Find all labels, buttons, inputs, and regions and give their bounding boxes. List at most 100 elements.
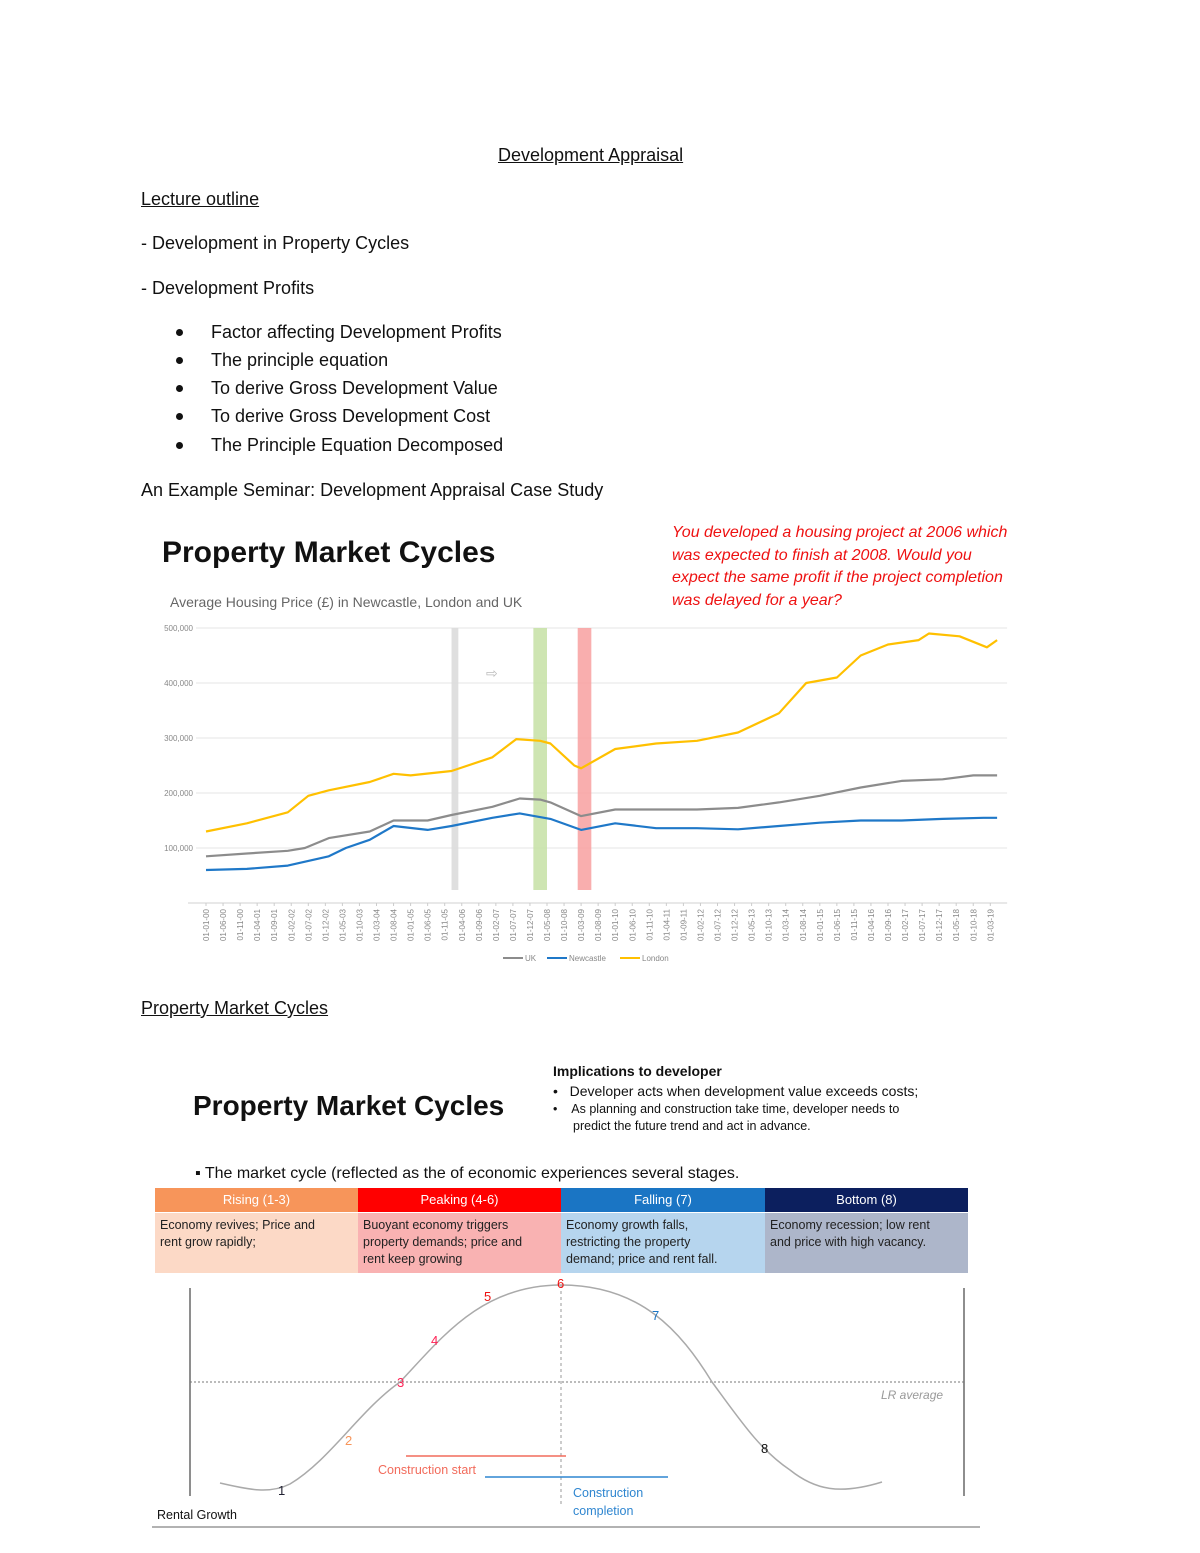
construction-completion-label: Construction — [573, 1486, 643, 1500]
x-tick-label: 01-01-00 — [202, 908, 211, 941]
bullet-text: Factor affecting Development Profits — [211, 322, 502, 342]
outline-heading: Lecture outline — [141, 189, 260, 209]
question-line: was expected to finish at 2008. Would yo… — [672, 546, 972, 564]
x-tick-label: 01-11-00 — [236, 908, 245, 940]
stage-header-falling: Falling (7) — [561, 1188, 765, 1212]
y-tick-label: 500,000 — [164, 624, 193, 633]
chart-title: Average Housing Price (£) in Newcastle, … — [170, 594, 523, 610]
construction-start-label: Construction start — [378, 1463, 476, 1477]
point-label: 8 — [761, 1441, 768, 1456]
x-tick-label: 01-06-05 — [424, 908, 433, 941]
market-cycle-intro: ▪ The market cycle (reflected as the of … — [195, 1165, 740, 1182]
x-tick-label: 01-06-15 — [833, 908, 842, 941]
x-tick-label: 01-05-03 — [338, 908, 347, 941]
point-label: 7 — [652, 1308, 659, 1323]
x-tick-label: 01-01-15 — [816, 908, 825, 941]
outline-item: - Development Profits — [141, 278, 315, 298]
x-tick-label: 01-02-12 — [696, 908, 705, 941]
x-tick-label: 01-09-16 — [884, 908, 893, 941]
x-tick-label: 01-04-11 — [662, 908, 671, 940]
x-tick-label: 01-05-08 — [543, 908, 552, 941]
series-line-uk — [205, 774, 998, 858]
highlight-band — [533, 628, 547, 890]
desc-line: Economy revives; Price and — [160, 1218, 315, 1232]
case-question: You developed a housing project at 2006 … — [672, 522, 1007, 612]
implication-text: Developer acts when development value ex… — [569, 1083, 919, 1099]
x-tick-label: 01-07-17 — [918, 908, 927, 941]
x-tick-label: 01-03-19 — [986, 908, 995, 941]
highlight-band — [577, 628, 592, 890]
x-tick-label: 01-02-07 — [492, 908, 501, 941]
x-tick-label: 01-12-12 — [731, 908, 740, 941]
x-tick-label: 01-09-01 — [270, 908, 279, 941]
question-line: expect the same profit if the project co… — [672, 569, 1003, 586]
x-tick-label: 01-04-06 — [458, 908, 467, 941]
section2-heading: Property Market Cycles — [141, 998, 329, 1018]
x-tick-label: 01-03-09 — [577, 908, 586, 941]
x-tick-label: 01-02-02 — [287, 908, 296, 941]
stage-desc-peaking: Buoyant economy triggers property demands… — [358, 1213, 561, 1273]
y-tick-label: 300,000 — [164, 734, 193, 743]
bullet-text: To derive Gross Development Value — [211, 378, 498, 398]
x-tick-label: 01-11-05 — [441, 908, 450, 940]
x-tick-label: 01-11-10 — [645, 908, 654, 940]
x-tick-label: 01-08-09 — [594, 908, 603, 941]
y-tick-label: 100,000 — [164, 844, 193, 853]
rental-growth-curve — [219, 1284, 883, 1491]
stage-header-bottom: Bottom (8) — [765, 1188, 968, 1212]
x-tick-label: 01-09-11 — [679, 908, 688, 940]
desc-line: and price with high vacancy. — [770, 1235, 927, 1249]
x-tick-label: 01-03-14 — [782, 908, 791, 941]
housing-price-chart: 100,000 200,000 300,000 400,000 500,000 ⇨ 01-0… — [164, 624, 1008, 963]
x-tick-label: 01-12-17 — [935, 908, 944, 941]
question-line: was delayed for a year? — [672, 591, 842, 609]
right-arrow-icon: ⇨ — [486, 665, 498, 681]
lr-average-label: LR average — [881, 1388, 943, 1402]
desc-line: restricting the property — [566, 1235, 691, 1249]
x-tick-label: 01-05-13 — [748, 908, 757, 941]
desc-line: Economy growth falls, — [566, 1218, 689, 1232]
x-tick-label: 01-01-05 — [407, 908, 416, 941]
x-tick-label: 01-10-13 — [765, 908, 774, 941]
point-label: 6 — [557, 1276, 564, 1291]
desc-line: Economy recession; low rent — [770, 1218, 930, 1232]
stage-desc-falling: Economy growth falls, restricting the pro… — [561, 1213, 765, 1273]
x-tick-label: 01-11-15 — [850, 908, 859, 940]
implication-text: predict the future trend and act in adva… — [573, 1119, 811, 1133]
construction-completion-label: completion — [573, 1504, 633, 1518]
legend-label: Newcastle — [569, 954, 606, 963]
desc-line: rent keep growing — [363, 1252, 463, 1266]
x-tick-label: 01-02-17 — [901, 908, 910, 941]
x-tick-label: 01-05-18 — [952, 908, 961, 941]
series-line-london — [205, 632, 998, 833]
y-tick-label: 200,000 — [164, 789, 193, 798]
implication-text: As planning and construction take time, … — [571, 1102, 900, 1116]
point-label: 3 — [397, 1375, 404, 1390]
bullet-text: The Principle Equation Decomposed — [211, 435, 504, 455]
x-tick-label: 01-06-00 — [219, 908, 228, 941]
bullet-text: To derive Gross Development Cost — [211, 406, 491, 426]
seminar-line: An Example Seminar: Development Appraisa… — [141, 480, 604, 500]
stage-desc-rising: Economy revives; Price and rent grow rapi… — [155, 1213, 358, 1273]
stage-desc-bottom: Economy recession; low rent and price wit… — [765, 1213, 968, 1273]
point-label: 2 — [345, 1433, 352, 1448]
desc-line: Buoyant economy triggers — [363, 1218, 509, 1232]
x-tick-label: 01-08-04 — [390, 908, 399, 941]
x-tick-label: 01-10-08 — [560, 908, 569, 941]
x-tick-label: 01-07-02 — [304, 908, 313, 941]
slide1-title: Property Market Cycles — [162, 536, 496, 569]
point-label: 1 — [278, 1483, 285, 1498]
implication-item: • As planning and construction take time… — [553, 1102, 900, 1116]
question-line: You developed a housing project at 2006 … — [672, 524, 1008, 541]
x-tick-label: 01-01-10 — [611, 908, 620, 941]
x-tick-label: 01-10-18 — [969, 908, 978, 941]
outline-item: - Development in Property Cycles — [141, 233, 410, 253]
stage-header-rising: Rising (1-3) — [155, 1188, 358, 1212]
x-tick-label: 01-06-10 — [628, 908, 637, 941]
highlight-band — [451, 628, 459, 890]
desc-line: rent grow rapidly; — [160, 1235, 256, 1249]
series-line-newcastle — [205, 812, 998, 872]
desc-line: demand; price and rent fall. — [566, 1252, 718, 1266]
point-label: 4 — [431, 1333, 438, 1348]
